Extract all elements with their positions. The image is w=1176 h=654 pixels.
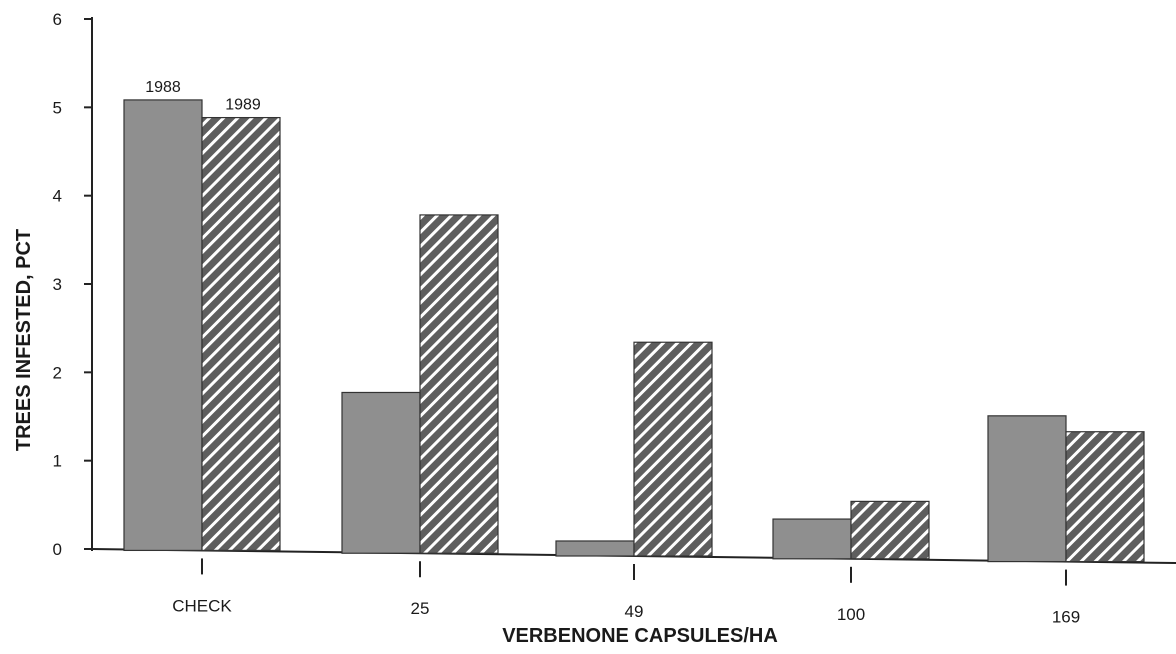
bar-1988	[772, 518, 852, 560]
y-tick-label: 2	[53, 363, 62, 382]
y-tick-label: 5	[53, 98, 62, 117]
y-tick-label: 6	[53, 10, 62, 29]
x-tick-label: 100	[837, 605, 865, 624]
bar-1988	[555, 540, 635, 557]
y-tick-label: 4	[53, 187, 62, 206]
bar-1989	[419, 214, 499, 554]
bar-1988	[341, 391, 421, 554]
bar-1989	[1065, 431, 1145, 563]
bars	[123, 99, 1145, 563]
bar-1989	[201, 116, 281, 552]
y-tick-label: 3	[53, 275, 62, 294]
y-tick-label: 0	[53, 540, 62, 559]
y-axis-title: TREES INFESTED, PCT	[13, 229, 35, 451]
x-tick-label: 169	[1052, 608, 1080, 627]
x-tick-label: 25	[411, 599, 430, 618]
bar-1989	[633, 341, 713, 557]
bar-1988	[123, 99, 203, 552]
x-tick-label: 49	[625, 602, 644, 621]
y-tick-label: 1	[53, 452, 62, 471]
x-tick-label: CHECK	[172, 596, 232, 615]
bar-1988	[987, 415, 1067, 563]
x-axis-title: VERBENONE CAPSULES/HA	[502, 625, 778, 647]
labels: CHECK 25 49 100 169 1988 1989	[145, 79, 1080, 627]
bar-1989	[850, 500, 930, 560]
series-label-1989: 1989	[225, 97, 261, 114]
series-label-1988: 1988	[145, 79, 181, 96]
y-axis: 0 1 2 3 4 5 6	[53, 10, 93, 559]
